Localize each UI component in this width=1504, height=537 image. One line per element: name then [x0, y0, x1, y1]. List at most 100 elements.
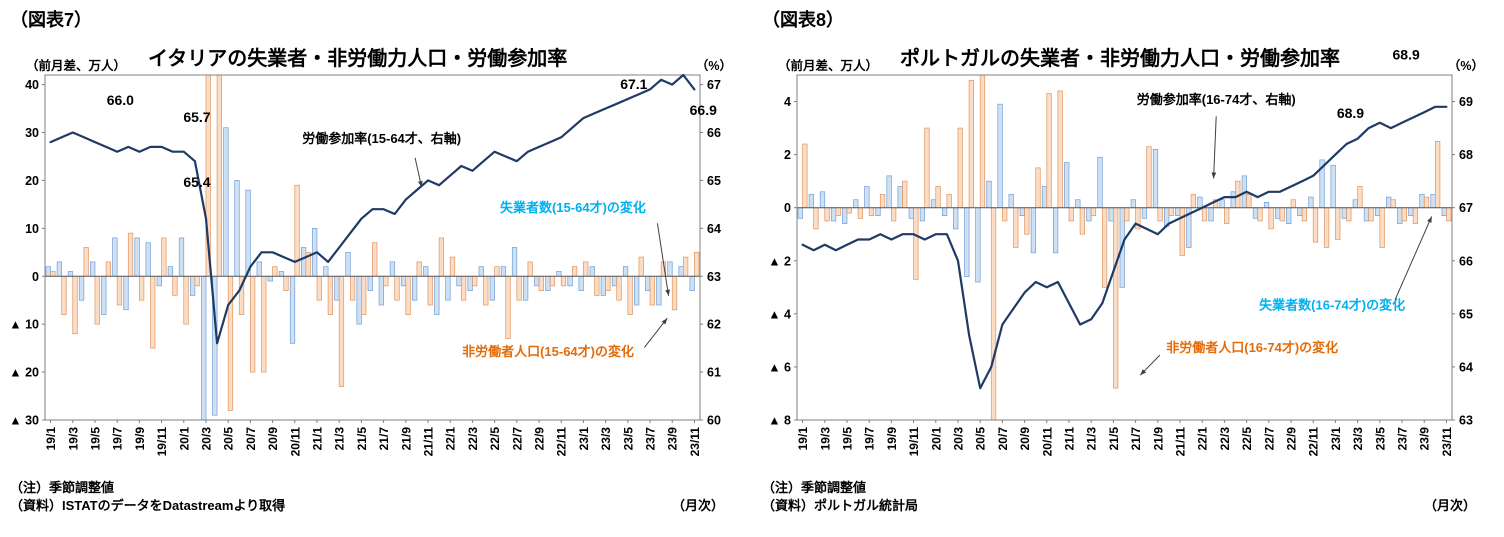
chart-annotation: 67.1	[620, 76, 647, 92]
bar	[127, 232, 134, 277]
x-axis-tick-label: 20/3	[199, 427, 213, 451]
bar	[868, 207, 875, 217]
x-axis-tick-label: 19/7	[111, 427, 125, 451]
bar	[250, 275, 256, 373]
bar	[1086, 207, 1092, 222]
bar	[405, 275, 411, 315]
x-axis-tick-label: 23/7	[1396, 427, 1410, 451]
bar	[605, 275, 611, 291]
figure7-title: イタリアの失業者・非労働力人口・労働参加率	[148, 48, 568, 70]
bar	[394, 275, 400, 301]
bar	[161, 237, 167, 277]
bar	[1190, 194, 1197, 209]
bar	[78, 275, 85, 301]
left-axis-tick-label: 10	[25, 222, 39, 236]
x-axis-tick-label: 20/1	[929, 427, 943, 451]
figure8-note-adjustment: （注）季節調整値	[762, 480, 867, 495]
bar	[489, 275, 495, 301]
annotation-arrowhead	[1427, 216, 1432, 223]
bar	[1035, 167, 1041, 209]
bar	[483, 275, 489, 306]
figure8-frequency-label: （月次）	[1423, 498, 1476, 513]
bar	[941, 207, 948, 217]
bar	[500, 266, 507, 277]
right-axis-tick-label: 65	[707, 174, 721, 188]
x-axis-tick-label: 23/11	[1440, 427, 1454, 457]
bar	[527, 261, 533, 277]
bar	[689, 275, 695, 291]
bar	[864, 186, 870, 209]
annotation-arrowhead	[417, 180, 423, 188]
bar	[505, 275, 511, 339]
participation-rate-line	[801, 105, 1448, 390]
bar	[1064, 162, 1070, 209]
bar	[645, 275, 651, 291]
bar	[123, 275, 129, 311]
bar	[846, 207, 852, 214]
left-axis-tick-label: ▲ 8	[768, 414, 791, 428]
x-axis-tick-label: 22/5	[1240, 427, 1254, 451]
figure8-panel: （図表8） （前月差、万人） ポルトガルの失業者・非労働力人口・労働参加率 （%…	[752, 0, 1504, 537]
bar	[549, 275, 556, 287]
bar	[968, 79, 974, 209]
bar	[638, 256, 644, 277]
bar	[516, 275, 522, 301]
x-axis-tick-label: 21/7	[377, 427, 391, 451]
x-axis-tick-label: 22/7	[510, 427, 524, 451]
bar	[694, 251, 700, 277]
chart-annotation: 65.4	[183, 174, 210, 190]
bar	[1446, 207, 1452, 222]
participation-rate-line	[49, 73, 696, 345]
bar	[990, 207, 997, 421]
bar	[1374, 207, 1381, 217]
inactive-population-change-bars	[50, 74, 700, 411]
x-axis-tick-label: 23/9	[1418, 427, 1432, 451]
bar	[1146, 146, 1152, 209]
bar	[1279, 207, 1285, 222]
bar	[1230, 191, 1236, 209]
unemployment-change-bars	[45, 127, 695, 421]
x-axis-tick-label: 21/1	[310, 427, 324, 451]
bar	[1301, 207, 1308, 222]
bar	[935, 186, 941, 209]
bar	[56, 261, 62, 277]
bar	[616, 275, 622, 301]
bar	[1079, 207, 1085, 235]
bar	[853, 199, 859, 209]
figure7-note-source: （資料）ISTATのデータをDatastreamより取得	[10, 498, 286, 513]
bar	[824, 207, 830, 222]
bar	[611, 275, 618, 287]
right-axis-tick-label: 64	[707, 222, 721, 236]
figure8-chart: 4 2 0 ▲ 2 ▲ 4 ▲ 6 ▲ 8 69 68 67 66 65 64 63 19/1 19/3 19/…	[768, 46, 1473, 457]
bar	[1335, 207, 1341, 240]
bar	[1357, 186, 1363, 209]
x-axis-tick-label: 20/11	[1040, 427, 1054, 457]
bar	[1419, 194, 1425, 209]
bar	[1057, 90, 1063, 209]
left-axis-tick-label: ▲ 2	[768, 254, 791, 268]
bar	[930, 199, 937, 209]
figure8-title: ポルトガルの失業者・非労働力人口・労働参加率	[900, 48, 1340, 70]
bar	[1052, 207, 1059, 254]
bar	[256, 261, 262, 277]
bar	[1208, 207, 1214, 222]
bar	[1101, 207, 1108, 288]
bar	[1068, 207, 1074, 222]
chart-annotation: 68.9	[1393, 46, 1420, 62]
bar	[802, 143, 808, 209]
x-axis-tick-label: 19/1	[796, 427, 810, 451]
x-axis-tick-label: 19/1	[44, 427, 58, 451]
bar	[1312, 207, 1319, 243]
x-axis-tick-label: 21/7	[1129, 427, 1143, 451]
plot-frame	[796, 74, 1453, 421]
bar	[139, 275, 145, 301]
bar	[1379, 207, 1385, 248]
bar	[879, 194, 886, 209]
figure8-note-source: （資料）ポルトガル統計局	[762, 498, 919, 513]
x-axis-tick-label: 22/11	[555, 427, 569, 457]
bar	[913, 207, 919, 280]
x-axis-tick-label: 19/3	[818, 427, 832, 451]
bar	[1041, 186, 1048, 209]
plot-frame	[44, 74, 701, 421]
